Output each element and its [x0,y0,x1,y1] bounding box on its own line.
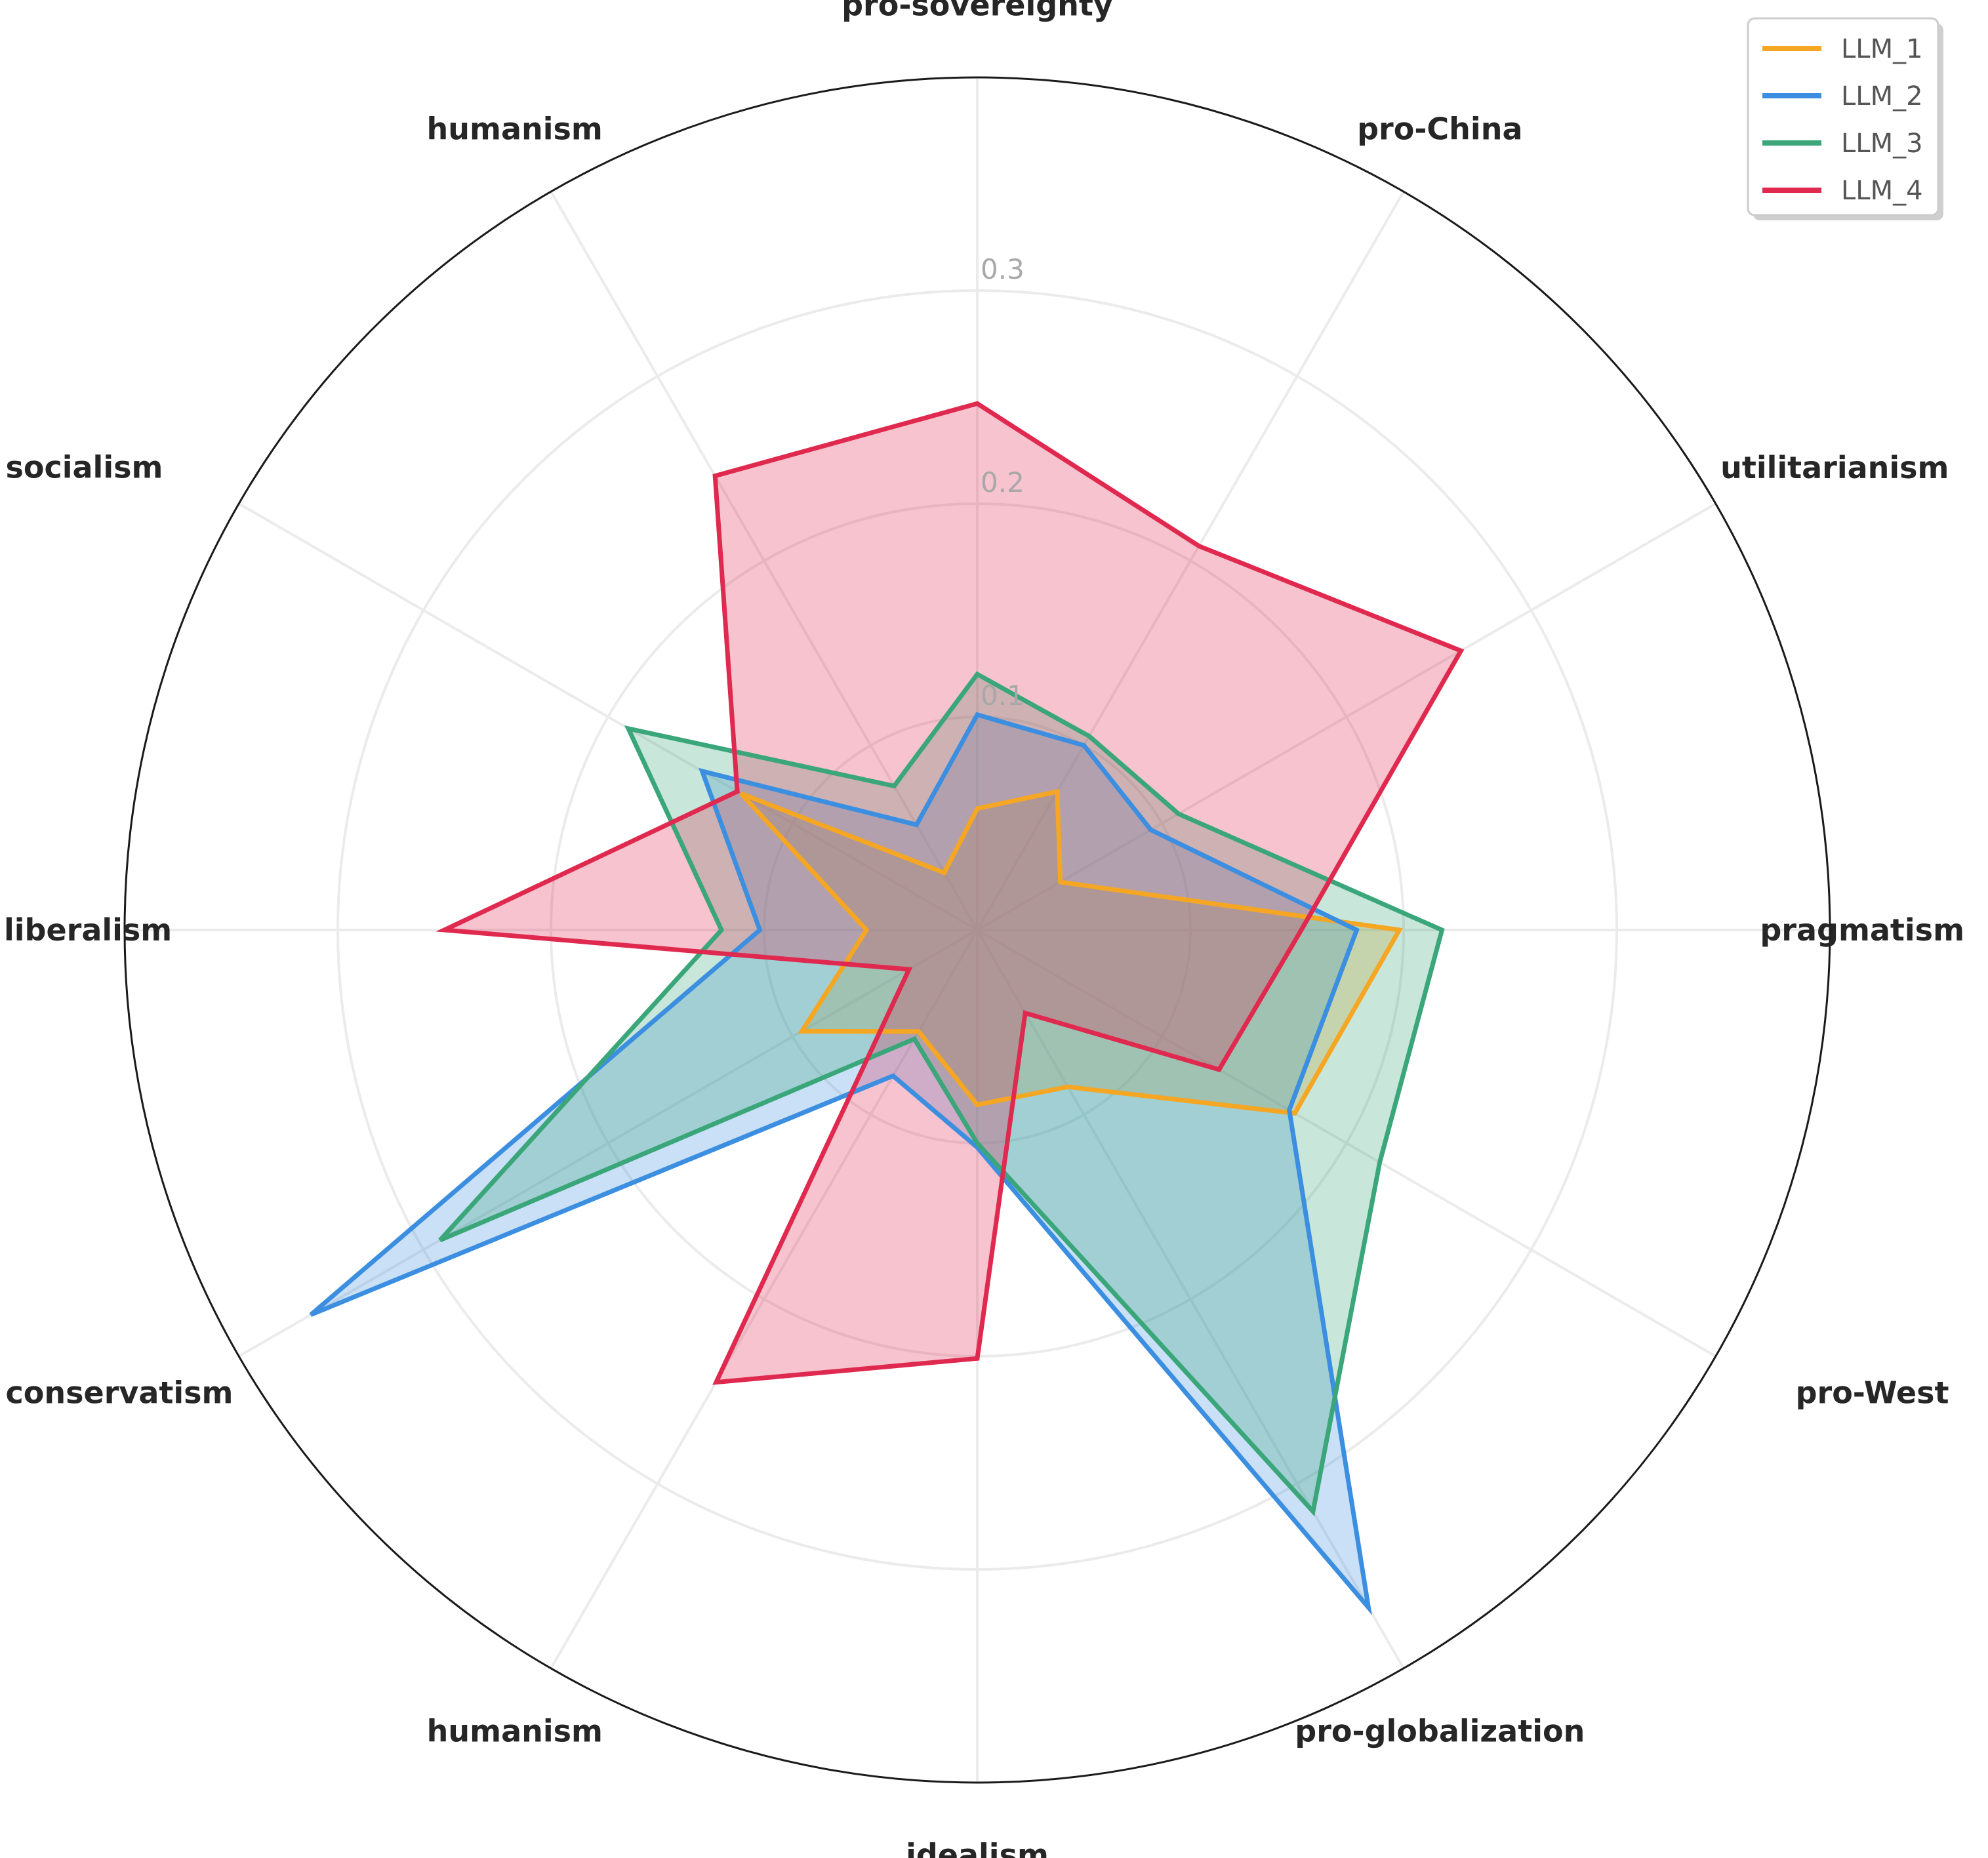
axis-label: pro-globalization [1295,1714,1585,1749]
axis-labels: pro-sovereignty pro-China utilitarianism pr… [4,0,1964,1858]
outer-frame [123,76,1831,1784]
axis-label: pragmatism [1760,912,1964,948]
legend-label-LLM_2: LLM_2 [1841,81,1923,111]
series-area-LLM_2 [310,714,1369,1607]
axis-label: humanism [427,1714,603,1749]
legend-box [1747,17,1939,216]
series-area-LLM_3 [440,674,1442,1512]
axis-label: utilitarianism [1720,450,1949,485]
legend-label-LLM_4: LLM_4 [1841,176,1923,206]
axis-label: pro-sovereignty [842,0,1113,23]
radar-series [309,401,1465,1615]
grid-circle [336,289,1618,1571]
legend: LLM_1 LLM_2 LLM_3 LLM_4 [1747,17,1943,220]
series-area-LLM_1 [740,791,1400,1114]
axis-label: idealism [906,1838,1049,1858]
axis-label: pro-China [1357,111,1522,147]
radar-grid [123,76,1831,1784]
series-line-LLM_2 [309,712,1372,1615]
axis-label: conservatism [6,1375,233,1410]
series-line-LLM_3 [438,671,1445,1517]
legend-label-LLM_1: LLM_1 [1841,34,1923,64]
radial-tick-label: 0.2 [981,466,1024,498]
axis-label: pro-West [1796,1375,1949,1410]
radial-tick-label: 0.3 [981,253,1024,285]
legend-label-LLM_3: LLM_3 [1841,129,1923,159]
axis-label: liberalism [4,912,172,948]
series-area-LLM_4 [444,403,1461,1383]
radial-tick-label: 0.1 [981,679,1024,712]
axis-label: socialism [6,450,163,485]
radial-ticks: 0.1 0.2 0.3 [981,253,1024,712]
series-line-LLM_1 [739,788,1404,1116]
axis-label: humanism [427,111,603,147]
series-line-LLM_4 [436,401,1465,1385]
